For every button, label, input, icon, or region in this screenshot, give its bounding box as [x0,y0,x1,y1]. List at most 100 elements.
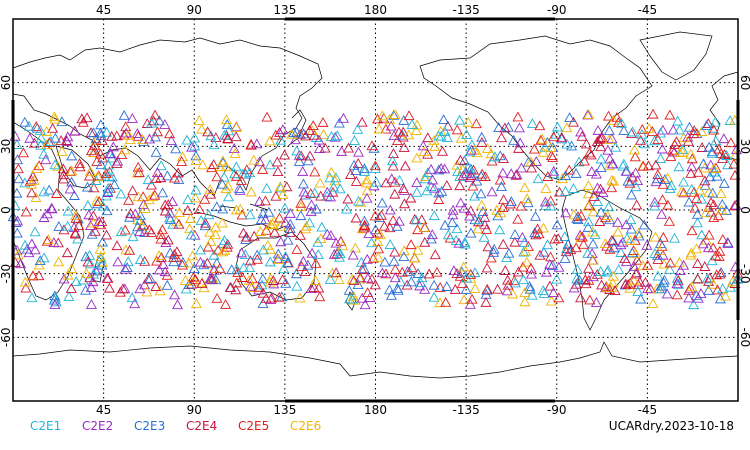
observation-marker [728,158,740,169]
observation-marker [254,226,266,236]
observation-marker [376,267,388,278]
observation-marker [604,243,616,254]
observation-marker [314,177,326,188]
observation-marker [20,206,32,217]
observation-marker [189,140,201,151]
observation-marker [512,266,524,277]
observation-marker [594,133,606,144]
observation-marker [85,298,97,309]
observation-marker [316,221,328,232]
observation-marker [389,272,401,283]
observation-marker [710,162,722,173]
observation-marker [299,266,311,277]
observation-marker [719,290,731,301]
observation-marker [168,172,180,183]
observation-marker [469,267,481,278]
observation-marker [499,265,511,275]
observation-marker [364,291,376,302]
observation-marker [708,199,720,210]
observation-marker [147,115,160,126]
observation-marker [352,123,364,134]
observation-marker [122,256,134,267]
observation-marker [696,229,708,240]
observation-marker [350,165,362,175]
observation-marker [304,150,316,161]
observation-marker [699,261,711,271]
observation-marker [251,138,263,149]
observation-marker [465,227,477,238]
observation-marker [222,133,234,143]
observation-marker [93,196,105,206]
observation-marker [164,128,176,139]
observation-marker [310,274,322,285]
observation-marker [612,216,624,227]
observation-marker [331,130,343,141]
observation-marker [205,273,217,284]
observation-marker [548,168,560,179]
observation-marker [410,214,422,225]
observation-marker [512,142,525,153]
observation-marker [69,125,81,136]
observation-marker [642,283,654,294]
observation-marker [202,241,214,252]
observation-marker [274,181,286,192]
observation-marker [649,231,661,242]
observation-marker [195,214,207,225]
observation-marker [341,203,353,214]
observation-marker [388,109,400,120]
observation-marker [372,227,384,238]
observation-marker [291,244,303,254]
observation-marker [476,131,488,142]
observation-marker [495,207,507,218]
observation-marker [223,191,235,202]
observation-marker [321,186,333,197]
antarctica-coast [12,341,739,379]
observation-marker [366,237,378,248]
observation-marker [556,131,568,142]
observation-marker [485,252,497,263]
observation-marker [38,186,50,197]
observation-marker [99,171,111,182]
observation-marker [559,253,571,263]
observation-marker [712,284,724,295]
observation-marker [433,194,445,204]
observation-marker [434,297,446,308]
observation-marker [664,257,676,268]
observation-marker [524,281,536,291]
observation-marker [333,251,345,262]
observation-marker [545,195,557,206]
observation-marker [298,186,310,197]
observation-marker [431,266,443,277]
observation-marker [652,270,664,281]
observation-marker [673,124,685,135]
observation-marker [277,124,289,135]
observation-marker [196,277,208,288]
observation-marker [708,166,720,177]
observation-marker [509,228,521,239]
observation-marker [120,127,132,138]
lon-tick-top-1: 90 [187,3,202,17]
observation-marker [294,128,306,139]
observation-marker [95,127,107,138]
observation-marker [575,232,587,242]
observation-marker [630,181,642,192]
observation-marker [637,160,649,171]
observation-marker [652,134,664,145]
observation-marker [230,122,242,132]
observation-marker [112,256,124,267]
observation-marker [288,127,300,138]
observation-marker [553,186,566,197]
observation-marker [134,226,146,236]
observation-marker [346,273,358,284]
observation-marker [223,125,235,136]
observation-marker [405,192,417,203]
observation-marker [330,237,342,248]
observation-marker [619,253,631,264]
observation-marker [43,184,55,195]
observation-marker [606,234,618,245]
observation-marker [454,180,466,191]
observation-marker [90,265,102,276]
observation-marker [718,133,730,144]
observation-marker [388,255,400,266]
observation-marker [48,237,60,248]
